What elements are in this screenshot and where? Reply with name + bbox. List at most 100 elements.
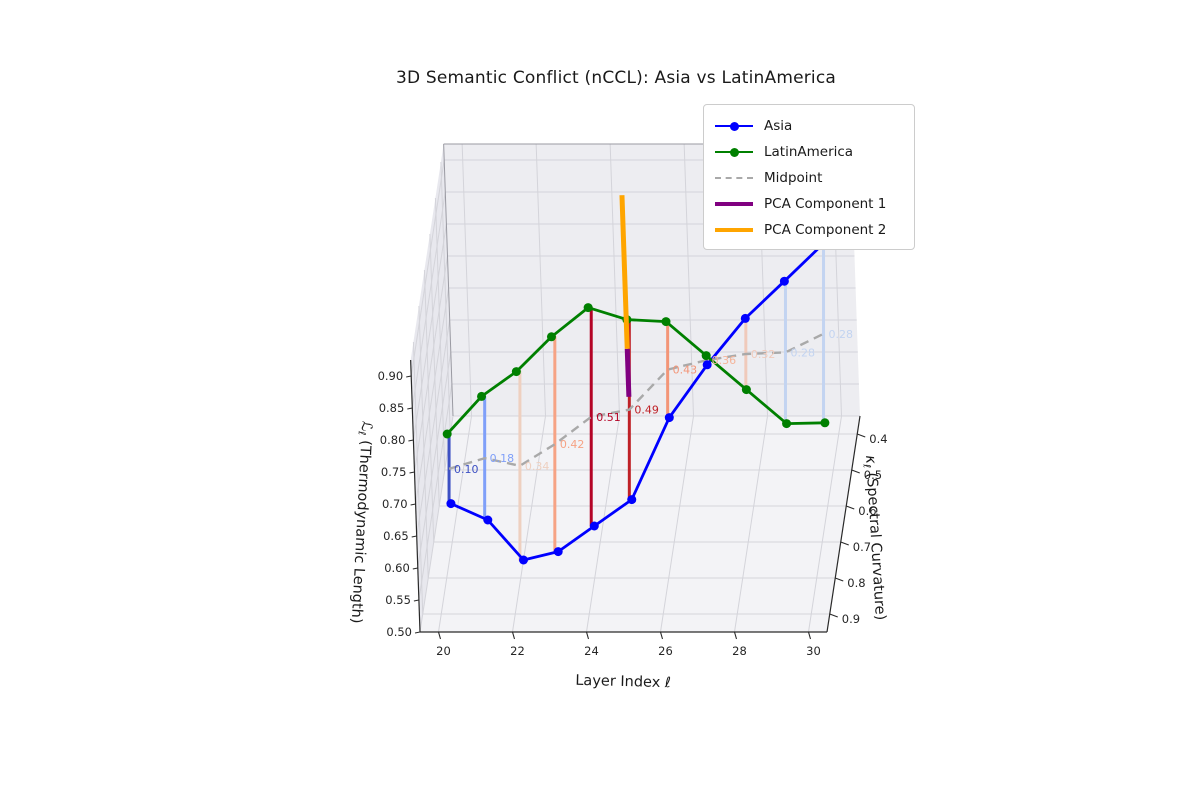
z-tick: [413, 599, 420, 602]
asia-marker: [519, 555, 528, 565]
x-axis-label: Layer Index ℓ: [575, 673, 671, 691]
legend-label: Asia: [764, 118, 793, 134]
asia-marker: [779, 276, 789, 286]
x-tick: [585, 631, 590, 640]
y-axis-label: κℓ (Spectral Curvature): [860, 455, 888, 621]
z-tick: [414, 631, 421, 634]
y-tick: [857, 433, 866, 438]
z-tick-label: 0.90: [378, 369, 404, 383]
x-tick-label: 24: [584, 644, 599, 658]
grid-floor-x: [808, 415, 842, 633]
grid-left-z: [416, 319, 451, 537]
conflict-value-label: 0.28: [790, 346, 815, 359]
latinamerica-marker: [741, 385, 751, 395]
z-tick-label: 0.50: [386, 625, 412, 639]
grid-left-z: [418, 383, 453, 601]
z-tick-label: 0.65: [383, 529, 409, 543]
y-tick: [840, 541, 849, 546]
pca2-line-swatch: [714, 223, 754, 237]
y-tick: [829, 613, 838, 618]
x-tick-label: 20: [436, 644, 451, 658]
grid-left-z: [412, 223, 447, 441]
grid-floor-x: [660, 415, 694, 633]
conflict-value-label: 0.36: [712, 354, 737, 367]
midpoint-line-swatch: [714, 171, 754, 185]
legend-label: Midpoint: [764, 170, 823, 186]
z-tick-label: 0.70: [382, 497, 408, 511]
asia-marker: [446, 499, 456, 509]
conflict-value-label: 0.51: [596, 411, 621, 424]
x-tick-label: 28: [732, 644, 747, 658]
grid-floor-x: [438, 415, 472, 633]
edge-back-left: [443, 143, 454, 417]
legend-item-pca1: PCA Component 1: [714, 191, 906, 217]
latinamerica-marker: [442, 429, 452, 439]
z-tick: [411, 535, 417, 538]
grid-back-x: [461, 143, 472, 417]
conflict-value-label: 0.32: [751, 348, 776, 361]
latinamerica-marker: [701, 351, 711, 361]
asia-marker: [627, 495, 637, 505]
x-tick: [733, 631, 738, 640]
chart-title: 3D Semantic Conflict (nCCL): Asia vs Lat…: [395, 68, 837, 88]
latinamerica-marker: [820, 418, 830, 428]
x-tick-label: 22: [510, 644, 525, 658]
latinamerica-marker: [511, 367, 521, 377]
legend-item-latinamerica: LatinAmerica: [714, 139, 906, 165]
x-tick: [511, 631, 516, 640]
legend-box: Asia LatinAmerica Midpoint PCA Component…: [703, 104, 915, 250]
y-tick-label: 0.7: [853, 540, 871, 554]
z-tick: [408, 439, 414, 442]
y-tick: [835, 577, 844, 582]
conflict-value-label: 0.43: [673, 364, 698, 377]
latinamerica-line-swatch: [714, 145, 754, 159]
grid-left-z: [411, 191, 446, 409]
z-tick: [406, 375, 412, 378]
asia-marker: [589, 521, 599, 531]
midpoint-line: [448, 332, 825, 470]
conflict-value-label: 0.42: [560, 438, 585, 451]
legend-label: PCA Component 1: [764, 196, 887, 212]
grid-left-z: [410, 159, 445, 377]
x-tick: [659, 631, 664, 640]
z-tick-label: 0.55: [385, 593, 411, 607]
legend-item-midpoint: Midpoint: [714, 165, 906, 191]
grid-left-z: [417, 351, 452, 569]
z-tick: [412, 567, 418, 570]
y-tick-label: 0.9: [842, 612, 860, 626]
legend-label: PCA Component 2: [764, 222, 887, 238]
y-tick-label: 0.6: [858, 504, 876, 518]
asia-marker: [664, 413, 674, 423]
conflict-value-label: 0.28: [829, 328, 854, 341]
z-tick-label: 0.75: [381, 465, 407, 479]
grid-left-z: [419, 415, 454, 633]
asia-line-swatch: [714, 119, 754, 133]
grid-back-x: [609, 143, 620, 417]
edge-z-spine: [410, 359, 421, 633]
x-tick: [437, 631, 442, 640]
grid-back-x: [683, 143, 694, 417]
grid-floor-x: [734, 415, 768, 633]
y-tick-label: 0.5: [864, 468, 882, 482]
y-tick: [851, 469, 860, 474]
pane-left: [410, 144, 453, 632]
asia-marker: [702, 360, 712, 370]
grid-left-z: [415, 287, 450, 505]
edge-y-axis: [826, 415, 861, 633]
asia-marker: [553, 547, 563, 557]
asia-marker: [483, 515, 493, 525]
conflict-value-label: 0.18: [490, 452, 515, 465]
y-tick-label: 0.4: [869, 432, 887, 446]
pca-component-1-line: [624, 348, 632, 397]
pca1-line-swatch: [714, 197, 754, 211]
grid-back-x: [535, 143, 546, 417]
grid-left-z: [414, 255, 448, 473]
y-tick: [846, 505, 855, 510]
y-tick-label: 0.8: [847, 576, 865, 590]
legend-item-asia: Asia: [714, 113, 906, 139]
z-axis-label: ℒℓ (Thermodynamic Length): [346, 420, 375, 623]
conflict-value-label: 0.10: [454, 463, 479, 476]
legend-item-pca2: PCA Component 2: [714, 217, 906, 243]
latinamerica-marker: [661, 317, 671, 327]
